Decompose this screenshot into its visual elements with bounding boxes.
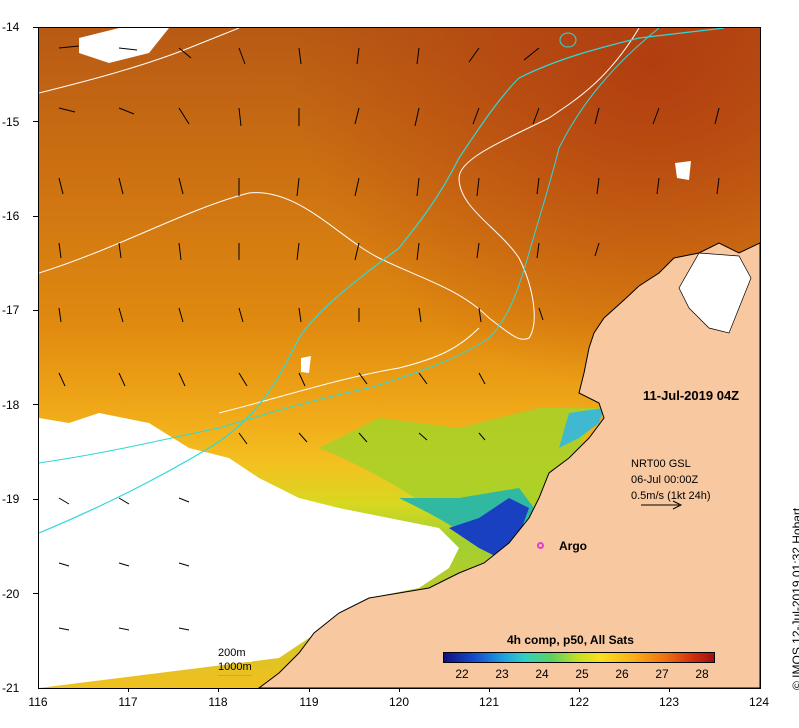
x-tick: [669, 687, 670, 692]
colorbar-tick-label: 28: [695, 667, 709, 681]
sst-colorbar: [443, 652, 715, 663]
x-tick-label: 122: [568, 695, 590, 709]
contour-200m-north: [39, 28, 240, 94]
colorbar-title: 4h comp, p50, All Sats: [507, 633, 634, 647]
product-line: 0.5m/s (1kt 24h): [631, 490, 711, 502]
y-tick-label: -16: [2, 209, 20, 223]
scale-arrow-icon: [641, 500, 683, 510]
x-tick-label: 121: [478, 695, 500, 709]
x-tick-label: 123: [658, 695, 680, 709]
cloud-mask-north: [79, 28, 169, 63]
colorbar-tick-label: 24: [535, 667, 549, 681]
y-tick: [33, 499, 38, 500]
x-tick: [579, 687, 580, 692]
y-tick-label: -17: [2, 303, 20, 317]
cloud-mask-south: [39, 413, 459, 688]
y-tick: [33, 27, 38, 28]
cool-patch-east: [559, 408, 604, 448]
sst-map-image: [39, 28, 760, 688]
x-tick-label: 119: [299, 695, 319, 709]
y-tick-label: -14: [2, 20, 20, 34]
legend-200m-label: 200m: [218, 647, 246, 659]
contour-1000m-inner: [39, 28, 660, 464]
land-mass: [258, 242, 760, 688]
sst-map-panel[interactable]: [38, 27, 761, 689]
contour-200m: [39, 28, 640, 340]
legend-1000m-label: 1000m: [218, 661, 252, 673]
y-tick: [33, 593, 38, 594]
colorbar-tick-label: 22: [455, 667, 469, 681]
coastal-inlet: [678, 252, 752, 334]
colorbar-tick-label: 26: [615, 667, 629, 681]
product-info: NRT00 GSL 06-Jul 00:00Z 0.5m/s (1kt 24h): [631, 456, 710, 504]
y-tick: [33, 121, 38, 122]
date-label: 11-Jul-2019 04Z: [643, 388, 740, 403]
x-tick-label: 124: [748, 695, 770, 709]
argo-label: Argo: [559, 539, 587, 553]
y-tick-label: -18: [2, 398, 20, 412]
y-tick: [33, 404, 38, 405]
y-tick-label: -15: [2, 115, 20, 129]
x-tick: [309, 687, 310, 692]
x-tick: [489, 687, 490, 692]
x-tick-label: 120: [388, 695, 410, 709]
colorbar-tick-label: 25: [575, 667, 589, 681]
x-tick: [218, 687, 219, 692]
x-tick-label: 118: [208, 695, 228, 709]
product-line: NRT00 GSL: [631, 458, 691, 470]
colorbar-tick-label: 27: [655, 667, 669, 681]
x-tick: [399, 687, 400, 692]
cloud-patch: [675, 161, 691, 180]
cloud-patch: [301, 356, 311, 373]
current-vectors: [58, 45, 720, 631]
x-tick-label: 117: [118, 695, 138, 709]
x-tick: [128, 687, 129, 692]
contour-legend: 200m 1000m: [218, 646, 252, 674]
credit-label: © IMOS 12-Jul-2019 01:32 Hobart: [790, 507, 799, 690]
y-tick-label: -21: [2, 681, 20, 695]
product-line: 06-Jul 00:00Z: [631, 474, 699, 486]
x-tick-label: 116: [28, 695, 48, 709]
contour-1000m: [39, 28, 725, 534]
legend-1000m-line: [218, 675, 252, 676]
legend-200m-line: [218, 661, 252, 662]
y-tick: [33, 310, 38, 311]
y-tick: [33, 216, 38, 217]
argo-marker[interactable]: [537, 542, 544, 549]
y-tick-label: -19: [2, 492, 20, 506]
contour-200m-south: [218, 327, 480, 414]
colorbar-tick-label: 23: [495, 667, 509, 681]
contour-1000m-loop: [559, 32, 577, 48]
y-tick-label: -20: [2, 587, 20, 601]
